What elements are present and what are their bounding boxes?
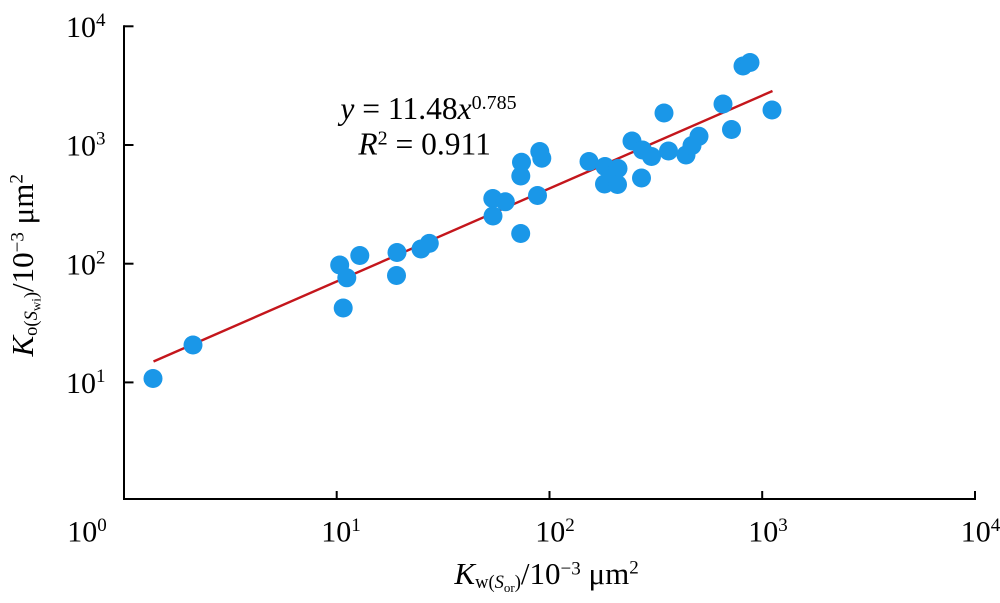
svg-text:102: 102 [535, 515, 575, 549]
svg-text:100: 100 [67, 515, 107, 549]
svg-text:104: 104 [66, 10, 106, 44]
svg-text:104: 104 [961, 515, 1000, 549]
svg-text:Kw(Sor)/10−3 μm2: Kw(Sor)/10−3 μm2 [453, 556, 638, 595]
svg-text:103: 103 [748, 515, 788, 549]
svg-text:y = 11.48x0.785: y = 11.48x0.785 [337, 91, 516, 126]
svg-text:102: 102 [66, 247, 106, 281]
svg-text:Ko(Swi)/10−3 μm2: Ko(Swi)/10−3 μm2 [5, 174, 44, 357]
svg-text:101: 101 [321, 515, 361, 549]
svg-text:R2 = 0.911: R2 = 0.911 [357, 127, 490, 162]
